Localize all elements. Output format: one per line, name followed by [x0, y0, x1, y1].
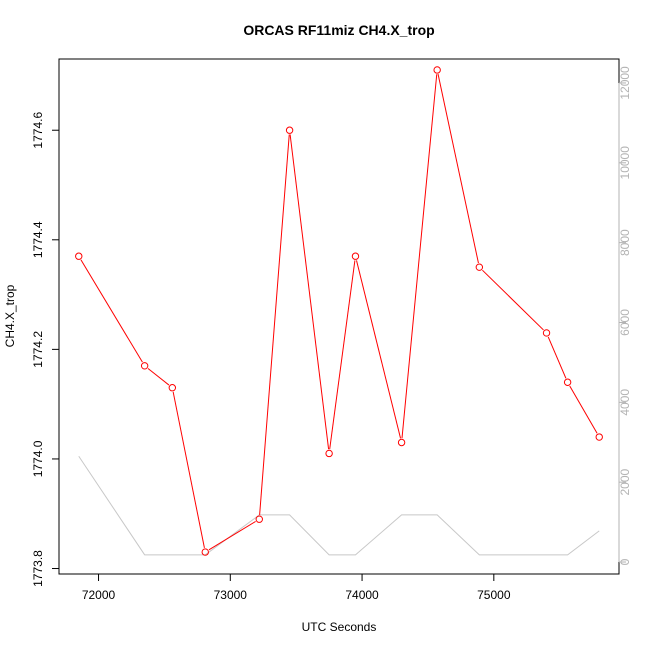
primary-series-segment-6: [329, 260, 356, 450]
primary-series-point-4: [255, 515, 263, 523]
x-tick-label-0: 72000: [82, 588, 116, 602]
chart-title: ORCAS RF11miz CH4.X_trop: [243, 22, 434, 38]
primary-series-point-8: [397, 438, 406, 447]
primary-series-point-13: [595, 433, 603, 441]
primary-series-point-6: [325, 449, 333, 458]
x-tick-label-2: 74000: [345, 588, 379, 602]
primary-series-segment-11: [547, 336, 567, 379]
primary-series-point-9: [433, 66, 441, 74]
y-tick-label-2: 1774.2: [31, 331, 45, 368]
x-tick-label-1: 73000: [214, 588, 248, 602]
x-tick-label-3: 75000: [477, 588, 511, 602]
primary-series-point-7: [351, 252, 360, 260]
primary-series-point-2: [168, 384, 177, 392]
y2-tick-label-4: 8000: [618, 229, 632, 256]
primary-series-segment-2: [172, 391, 205, 548]
primary-series-point-10: [475, 263, 484, 271]
primary-series-segment-7: [356, 260, 402, 439]
primary-series-point-0: [75, 252, 83, 260]
series-layer: [75, 66, 603, 556]
y-tick-label-3: 1774.4: [31, 221, 45, 258]
primary-series-segment-5: [289, 134, 330, 450]
primary-series-segment-1: [147, 368, 170, 386]
y2-axis: 0 2000 4000 6000 8000 10000 12000: [618, 66, 632, 565]
y-tick-label-4: 1774.6: [31, 112, 45, 149]
primary-series-segment-0: [80, 259, 143, 363]
y-axis-label: CH4.X_trop: [3, 284, 17, 347]
y-axis: 1773.8 1774.0 1774.2 1774.4 1774.6: [31, 112, 60, 587]
x-axis: 72000 73000 74000 75000: [82, 573, 511, 602]
y-tick-label-1: 1774.0: [31, 440, 45, 477]
primary-series-segment-4: [259, 134, 290, 515]
primary-series-segment-9: [437, 74, 479, 264]
primary-series-point-3: [201, 548, 209, 556]
y2-tick-label-5: 10000: [618, 146, 632, 180]
y2-tick-label-2: 4000: [618, 389, 632, 416]
x-axis-label: UTC Seconds: [302, 620, 377, 634]
primary-series-segment-8: [401, 74, 438, 439]
y2-tick-label-0: 0: [618, 558, 632, 565]
y-tick-label-0: 1773.8: [31, 550, 45, 587]
primary-series-point-12: [563, 378, 572, 386]
primary-series-point-1: [140, 362, 149, 370]
primary-series-segment-3: [208, 521, 256, 551]
y2-tick-label-6: 12000: [618, 66, 632, 100]
primary-series-segment-10: [482, 269, 544, 331]
y2-tick-label-3: 6000: [618, 309, 632, 336]
primary-series-segment-12: [569, 385, 598, 434]
primary-series-point-5: [285, 126, 294, 134]
y2-tick-label-1: 2000: [618, 469, 632, 496]
primary-series-point-11: [542, 329, 551, 337]
